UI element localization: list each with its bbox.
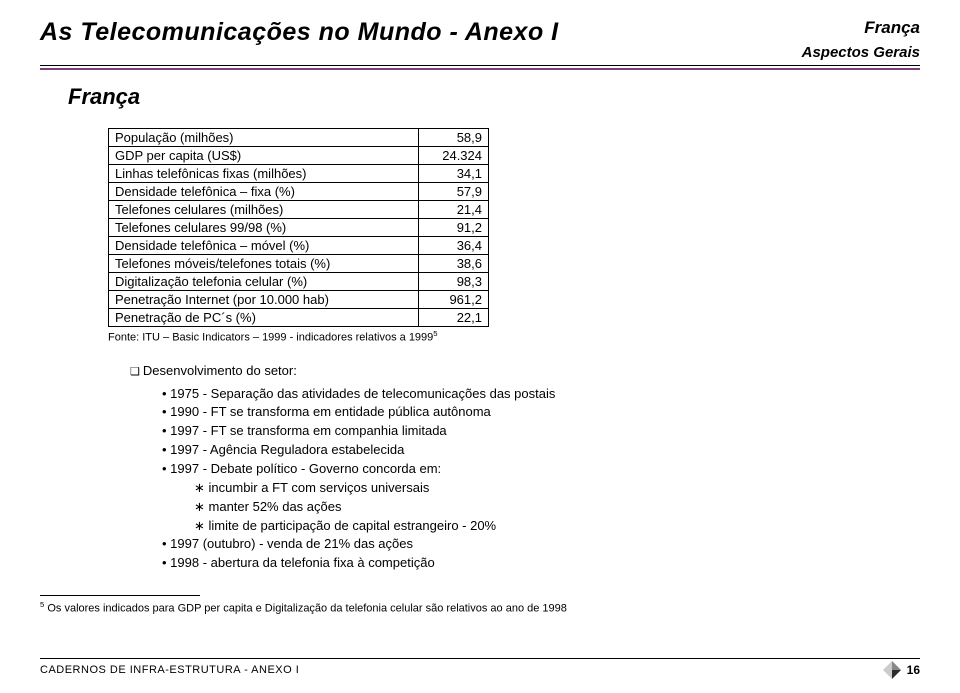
indicators-table: População (milhões)58,9GDP per capita (U… — [108, 128, 489, 327]
bullet-text: 1997 - Agência Reguladora estabelecida — [170, 442, 404, 457]
bullet-text: 1997 - Debate político - Governo concord… — [170, 461, 441, 476]
table-row: Densidade telefônica – móvel (%)36,4 — [109, 237, 489, 255]
title-rule-accent — [40, 68, 920, 70]
bullet-lvl1-text: Desenvolvimento do setor: — [143, 363, 297, 378]
bullet-text: 1998 - abertura da telefonia fixa à comp… — [170, 555, 435, 570]
table-row: Telefones celulares 99/98 (%)91,2 — [109, 219, 489, 237]
table-cell-value: 38,6 — [419, 255, 489, 273]
table-row: GDP per capita (US$)24.324 — [109, 147, 489, 165]
table-source-note: Fonte: ITU – Basic Indicators – 1999 - i… — [108, 329, 920, 344]
table-row: Densidade telefônica – fixa (%)57,9 — [109, 183, 489, 201]
bullet-list: Desenvolvimento do setor: 1975 - Separaç… — [130, 362, 920, 573]
table-cell-label: GDP per capita (US$) — [109, 147, 419, 165]
bullet-text: manter 52% das ações — [209, 499, 342, 514]
table-cell-label: População (milhões) — [109, 129, 419, 147]
table-cell-label: Telefones celulares 99/98 (%) — [109, 219, 419, 237]
table-cell-label: Telefones celulares (milhões) — [109, 201, 419, 219]
bullet-text: incumbir a FT com serviços universais — [209, 480, 430, 495]
bullet-lvl2: 1997 - Debate político - Governo concord… — [162, 460, 920, 479]
bullet-lvl3: manter 52% das ações — [194, 498, 920, 517]
source-note-sup: 5 — [433, 329, 437, 338]
table-cell-value: 961,2 — [419, 291, 489, 309]
bullet-lvl3: limite de participação de capital estran… — [194, 517, 920, 536]
table-cell-value: 57,9 — [419, 183, 489, 201]
bullet-lvl2: 1997 - FT se transforma em companhia lim… — [162, 422, 920, 441]
table-cell-label: Penetração Internet (por 10.000 hab) — [109, 291, 419, 309]
bullet-lvl2: 1997 (outubro) - venda de 21% das ações — [162, 535, 920, 554]
footnote-separator — [40, 595, 200, 596]
table-row: Penetração de PC´s (%)22,1 — [109, 309, 489, 327]
table-cell-label: Telefones móveis/telefones totais (%) — [109, 255, 419, 273]
bullet-text: 1990 - FT se transforma em entidade públ… — [170, 404, 491, 419]
header-country: França — [802, 18, 920, 38]
table-cell-value: 34,1 — [419, 165, 489, 183]
bullet-text: limite de participação de capital estran… — [209, 518, 497, 533]
title-rule-thin — [40, 65, 920, 66]
table-cell-value: 21,4 — [419, 201, 489, 219]
bullet-text: 1997 - FT se transforma em companhia lim… — [170, 423, 447, 438]
table-row: Digitalização telefonia celular (%)98,3 — [109, 273, 489, 291]
footer-left-text: CADERNOS DE INFRA-ESTRUTURA - ANEXO I — [40, 664, 299, 676]
header-aspects: Aspectos Gerais — [802, 44, 920, 61]
bullet-lvl2: 1990 - FT se transforma em entidade públ… — [162, 403, 920, 422]
table-row: Telefones celulares (milhões)21,4 — [109, 201, 489, 219]
page-title: As Telecomunicações no Mundo - Anexo I — [40, 18, 559, 47]
header-row: As Telecomunicações no Mundo - Anexo I F… — [40, 18, 920, 61]
table-row: Linhas telefônicas fixas (milhões)34,1 — [109, 165, 489, 183]
bullet-lvl2: 1975 - Separação das atividades de telec… — [162, 385, 920, 404]
footer-bar: CADERNOS DE INFRA-ESTRUTURA - ANEXO I 16 — [40, 658, 920, 679]
table-cell-value: 58,9 — [419, 129, 489, 147]
table-row: População (milhões)58,9 — [109, 129, 489, 147]
table-cell-label: Penetração de PC´s (%) — [109, 309, 419, 327]
bullet-text: 1997 (outubro) - venda de 21% das ações — [170, 536, 413, 551]
page-number-box: 16 — [883, 661, 920, 679]
bullet-lvl3: incumbir a FT com serviços universais — [194, 479, 920, 498]
table-cell-value: 91,2 — [419, 219, 489, 237]
section-country-heading: França — [68, 84, 920, 110]
footnote: 5 Os valores indicados para GDP per capi… — [40, 600, 920, 615]
bullet-lvl2: 1998 - abertura da telefonia fixa à comp… — [162, 554, 920, 573]
page-number: 16 — [907, 663, 920, 677]
bullet-lvl1: Desenvolvimento do setor: — [130, 362, 920, 381]
table-cell-label: Digitalização telefonia celular (%) — [109, 273, 419, 291]
table-cell-label: Densidade telefônica – móvel (%) — [109, 237, 419, 255]
footnote-text: Os valores indicados para GDP per capita… — [44, 603, 567, 615]
table-row: Telefones móveis/telefones totais (%)38,… — [109, 255, 489, 273]
header-right: França Aspectos Gerais — [802, 18, 920, 61]
table-cell-label: Densidade telefônica – fixa (%) — [109, 183, 419, 201]
bullet-lvl2: 1997 - Agência Reguladora estabelecida — [162, 441, 920, 460]
source-note-text: Fonte: ITU – Basic Indicators – 1999 - i… — [108, 332, 433, 344]
table-cell-label: Linhas telefônicas fixas (milhões) — [109, 165, 419, 183]
bullet-text: 1975 - Separação das atividades de telec… — [170, 386, 555, 401]
table-cell-value: 98,3 — [419, 273, 489, 291]
diamond-icon — [883, 661, 901, 679]
table-cell-value: 24.324 — [419, 147, 489, 165]
table-row: Penetração Internet (por 10.000 hab)961,… — [109, 291, 489, 309]
table-cell-value: 36,4 — [419, 237, 489, 255]
table-cell-value: 22,1 — [419, 309, 489, 327]
